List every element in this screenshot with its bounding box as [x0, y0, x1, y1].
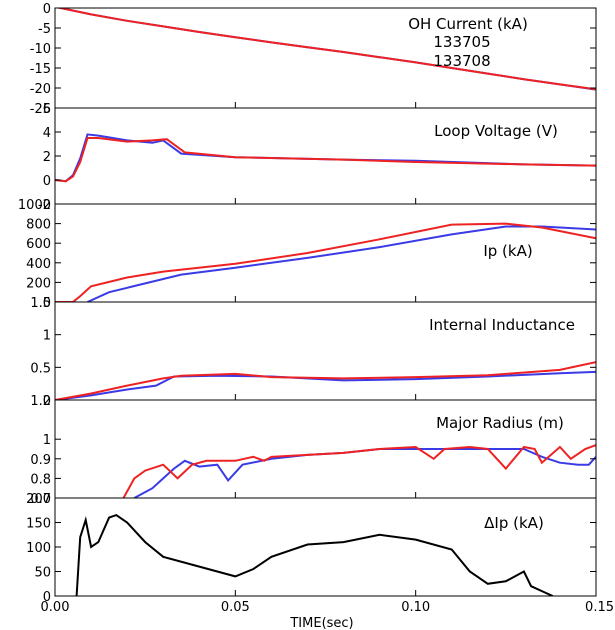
panel-title: Internal Inductance — [429, 316, 575, 334]
series-line-delta-ip — [75, 513, 554, 596]
y-tick-label: 200 — [26, 276, 51, 291]
y-tick-label: 1 — [43, 433, 51, 448]
x-tick-label: 0.10 — [401, 600, 430, 615]
y-tick-label: -5 — [38, 22, 51, 37]
x-axis-label: TIME(sec) — [289, 616, 353, 630]
y-tick-label: 600 — [26, 237, 51, 252]
panel-5: 1.2 1 0.9 0.8 0.7 Major Radius (m) — [30, 394, 597, 507]
y-tick-label: 0.8 — [30, 472, 51, 487]
series-line-133708 — [122, 444, 596, 498]
y-tick-label: 1 — [43, 329, 51, 344]
series-line-133705 — [133, 448, 596, 498]
y-tick-label: 0 — [43, 590, 51, 605]
y-tick-label: 0.9 — [30, 453, 51, 468]
y-tick-label: 6 — [43, 102, 51, 117]
y-tick-label: 1000 — [18, 198, 51, 213]
y-tick-label: 50 — [34, 566, 51, 581]
y-tick-label: 1.2 — [30, 394, 51, 409]
series-line-133708 — [55, 8, 596, 91]
x-tick-label: 0.05 — [221, 600, 250, 615]
y-tick-label: -25 — [30, 102, 51, 117]
y-tick-label: 0 — [43, 174, 51, 189]
panel-title: Ip (kA) — [483, 242, 532, 260]
panel-title: Major Radius (m) — [436, 414, 564, 432]
y-tick-label: 200 — [26, 492, 51, 507]
panel-title: OH Current (kA) — [408, 15, 528, 33]
y-tick-label: -15 — [30, 62, 51, 77]
x-tick-label: 0.15 — [585, 600, 614, 615]
y-tick-label: 0.5 — [30, 361, 51, 376]
series-line-133708 — [55, 361, 596, 400]
y-tick-label: 1.5 — [30, 296, 51, 311]
series-line-133705 — [55, 370, 596, 400]
panel-2: 6 4 2 0 -2 Loop Voltage (V) — [38, 102, 597, 213]
y-tick-label: 0.7 — [30, 492, 51, 507]
panel-4: 1.5 1 0.5 0 Internal Inductance — [30, 296, 597, 409]
y-tick-label: 0 — [43, 296, 51, 311]
y-tick-label: 2 — [43, 150, 51, 165]
series-line-133708 — [55, 222, 596, 302]
panel-3: 1000 800 600 400 200 0 Ip (kA) — [18, 198, 597, 311]
y-tick-label: 4 — [43, 126, 51, 141]
legend-label-133705: 133705 — [433, 33, 490, 51]
y-tick-label: -2 — [38, 198, 51, 213]
y-tick-label: 0 — [43, 394, 51, 409]
y-tick-label: 100 — [26, 541, 51, 556]
y-tick-label: -20 — [30, 82, 51, 97]
y-tick-label: 150 — [26, 517, 51, 532]
panel-title: ΔIp (kA) — [484, 514, 544, 532]
x-tick-label: 0.00 — [41, 600, 70, 615]
series-line-133705 — [87, 225, 596, 302]
panel-6: 200 150 100 50 0 ΔIp (kA) — [26, 492, 597, 605]
series-line-133708 — [55, 137, 596, 183]
y-tick-label: 800 — [26, 218, 51, 233]
panel-title: Loop Voltage (V) — [434, 122, 558, 140]
panel-frame — [54, 497, 597, 597]
panel-1: 0 -5 -10 -15 -20 -25 OH Current (kA) — [30, 2, 597, 117]
y-tick-label: 0 — [43, 2, 51, 17]
y-tick-label: 400 — [26, 257, 51, 272]
legend-label-133708: 133708 — [433, 52, 490, 70]
panels: 0 -5 -10 -15 -20 -25 OH Current (kA) 6 4 2 0 -2 Loop… — [18, 2, 614, 615]
y-tick-label: -10 — [30, 42, 51, 57]
